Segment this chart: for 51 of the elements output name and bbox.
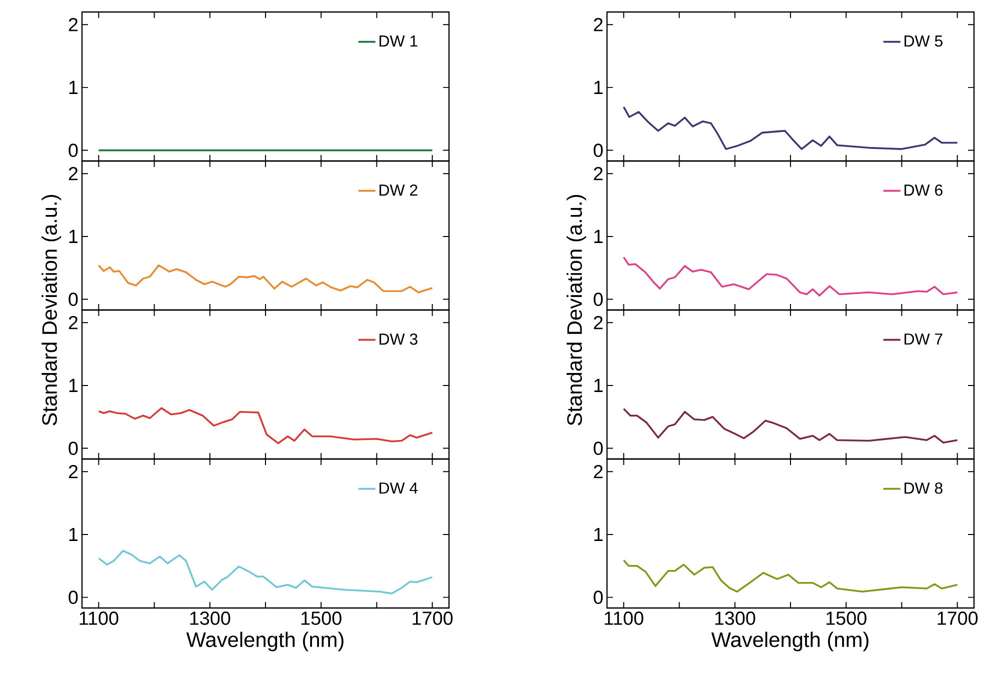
y-tick-label: 0 (594, 144, 603, 158)
y-tick-label: 1 (69, 230, 78, 243)
y-axis-title: Standard Deviation (a.u.) (42, 195, 62, 426)
legend-label: DW 7 (904, 334, 942, 345)
y-tick-label: 0 (594, 590, 603, 604)
y-tick-label: 1 (69, 80, 78, 94)
y-tick-label: 0 (594, 442, 603, 456)
y-tick-label: 2 (68, 18, 78, 32)
y-axis-title: Standard Deviation (a.u.) (566, 195, 586, 426)
y-tick-label: 1 (69, 528, 78, 541)
x-tick-label: 1100 (80, 612, 118, 625)
legend-label: DW 8 (904, 482, 942, 494)
y-tick-label: 2 (594, 316, 603, 330)
y-tick-label: 0 (68, 144, 78, 158)
y-tick-label: 2 (594, 464, 603, 478)
line-series (98, 264, 434, 294)
line-series (98, 407, 434, 444)
legend-label: DW 4 (380, 482, 418, 494)
line-series (622, 559, 958, 593)
legend-label: DW 5 (904, 36, 942, 47)
y-tick-label: 2 (68, 316, 78, 330)
y-tick-label: 0 (68, 442, 78, 456)
x-tick-label: 1300 (190, 612, 230, 625)
y-tick-label: 2 (68, 464, 78, 478)
legend-label: DW 3 (380, 333, 418, 345)
y-tick-label: 1 (594, 230, 603, 243)
y-tick-label: 0 (68, 590, 78, 604)
legend-label: DW 6 (904, 184, 942, 196)
y-tick-label: 0 (68, 292, 78, 306)
x-tick-label: 1500 (301, 612, 342, 625)
y-tick-label: 2 (594, 166, 603, 180)
line-series (622, 256, 958, 296)
line-series (98, 550, 434, 594)
y-tick-label: 2 (68, 166, 78, 180)
x-tick-label: 1700 (412, 612, 453, 625)
legend-label: DW 2 (380, 184, 418, 196)
x-tick-label: 1100 (604, 612, 644, 625)
y-tick-label: 1 (594, 378, 603, 392)
x-tick-label: 1500 (826, 612, 866, 625)
y-tick-label: 0 (594, 292, 603, 306)
y-tick-label: 1 (69, 378, 78, 392)
y-tick-label: 2 (594, 18, 603, 32)
x-tick-label: 1700 (938, 612, 978, 625)
x-tick-label: 1300 (715, 612, 756, 625)
x-axis-title: Wavelength (nm) (186, 632, 344, 652)
line-series (622, 408, 958, 444)
y-tick-label: 1 (594, 528, 603, 541)
x-axis-title: Wavelength (nm) (711, 632, 868, 652)
y-tick-label: 1 (594, 80, 603, 94)
legend-label: DW 1 (380, 36, 418, 47)
line-series (622, 106, 958, 150)
